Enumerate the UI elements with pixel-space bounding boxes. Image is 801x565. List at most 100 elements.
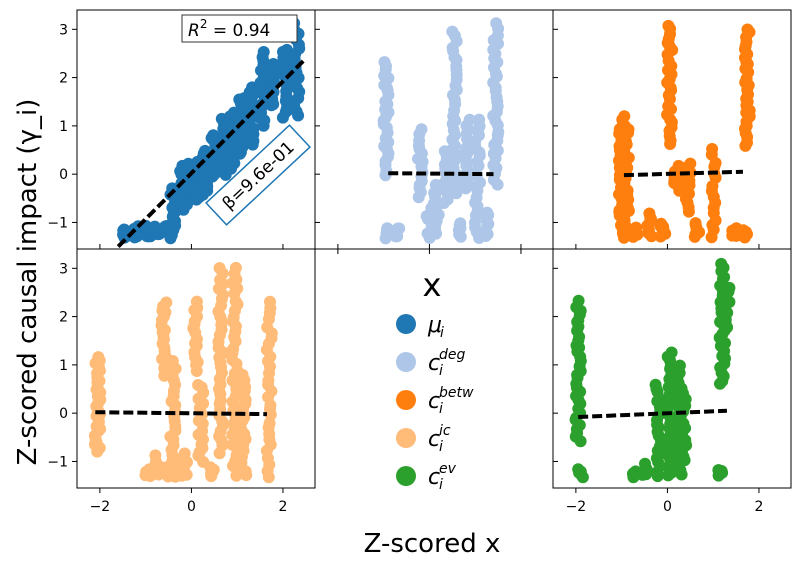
x-tick-label: 0 <box>663 499 672 515</box>
scatter-point <box>148 220 161 233</box>
scatter-point <box>207 129 220 142</box>
panel-3 <box>552 9 792 250</box>
r2-box <box>181 14 298 43</box>
axes-frame <box>76 9 316 250</box>
scatter-point <box>257 46 270 58</box>
scatter-point <box>264 295 276 308</box>
y-tick-label: −1 <box>47 454 68 470</box>
y-tick-label: 3 <box>59 22 68 38</box>
scatter-point <box>655 217 668 230</box>
scatter-point <box>712 464 725 477</box>
scatter-series <box>117 17 306 245</box>
legend-label: μi <box>427 313 444 341</box>
y-tick-label: 2 <box>59 71 68 87</box>
legend: x μi cideg cibetw ciic ciev <box>396 266 474 493</box>
legend-label: ciev <box>428 461 457 493</box>
fit-line <box>388 171 494 177</box>
scatter-series <box>377 17 505 245</box>
scatter-point <box>662 19 675 32</box>
legend-label: cibetw <box>428 385 474 417</box>
x-tick-label: −2 <box>90 499 111 515</box>
scatter-point <box>618 110 631 123</box>
scatter-point <box>190 295 203 308</box>
y-tick-label: 3 <box>59 261 68 277</box>
scatter-point <box>267 58 280 70</box>
scatter-point <box>239 393 252 406</box>
scatter-point <box>689 217 702 230</box>
legend-entry: ciic <box>396 423 451 455</box>
fit-line <box>623 169 743 178</box>
legend-entry: ciev <box>396 461 457 493</box>
scatter-point <box>166 355 179 367</box>
x-tick-label: 2 <box>755 499 764 515</box>
legend-marker <box>396 428 416 448</box>
scatter-series <box>613 19 756 244</box>
x-axis-label: Z-scored x <box>364 529 501 559</box>
scatter-point <box>213 262 226 275</box>
y-tick-label: 1 <box>59 119 68 135</box>
legend-entry: cibetw <box>396 385 474 417</box>
y-tick-label: −1 <box>47 215 68 231</box>
axes-frame <box>76 248 316 489</box>
fit-line <box>95 410 267 417</box>
panel-empty <box>337 249 522 254</box>
scatter-point <box>454 217 467 230</box>
scatter-point <box>160 296 173 309</box>
panel-5: −2 0 2 <box>552 248 792 515</box>
legend-label: cideg <box>428 347 466 379</box>
scatter-point <box>673 359 686 372</box>
y-tick-label: 2 <box>59 310 68 326</box>
y-axis-label: Z-scored causal impact (γ_i) <box>13 99 43 466</box>
panels: −1 0 1 2 3 −1 0 1 2 3 −2 0 2 −2 0 2 <box>47 9 792 515</box>
scatter-point <box>236 368 249 381</box>
scatter-point <box>391 222 404 235</box>
legend-marker <box>396 314 416 334</box>
beta-box <box>205 124 311 226</box>
scatter-point <box>619 120 632 133</box>
scatter-point <box>737 224 750 237</box>
scatter-point <box>665 346 678 359</box>
scatter-point <box>415 123 428 136</box>
r2-annotation: R2 = 0.94 <box>181 14 298 43</box>
scatter-point <box>149 449 162 462</box>
scatter-point <box>182 157 195 170</box>
scatter-point <box>463 113 476 126</box>
scatter-point <box>481 206 494 219</box>
scatter-series <box>88 261 278 484</box>
panel-4: −1 0 1 2 3 −2 0 2 <box>47 248 316 515</box>
scatter-point <box>473 113 486 126</box>
y-tick-label: 0 <box>59 167 68 183</box>
scatter-point <box>572 294 585 307</box>
scatter-point <box>684 157 697 170</box>
scatter-point <box>490 17 503 30</box>
scatter-point <box>229 261 242 274</box>
legend-marker <box>396 390 416 410</box>
legend-marker <box>396 352 416 372</box>
legend-entry: cideg <box>396 347 466 379</box>
x-tick-label: 2 <box>279 499 288 515</box>
y-tick-label: 1 <box>59 358 68 374</box>
scatter-point <box>723 281 736 294</box>
scatter-point <box>630 221 643 234</box>
fit-line <box>578 408 728 420</box>
legend-title: x <box>423 266 442 304</box>
x-tick-label: −2 <box>566 499 587 515</box>
legend-entry: μi <box>396 313 444 341</box>
scatter-point <box>572 463 585 476</box>
scatter-point <box>92 351 105 364</box>
scatter-point <box>204 461 217 474</box>
x-tick-label: 0 <box>187 499 196 515</box>
scatter-point <box>192 379 205 391</box>
legend-items: μi cideg cibetw ciic ciev <box>396 313 474 493</box>
fit-line <box>116 59 305 248</box>
scatter-point <box>715 257 728 270</box>
scatter-point <box>643 207 656 220</box>
scatter-point <box>741 23 754 36</box>
r2-text: R2 = 0.94 <box>188 17 270 41</box>
legend-label: ciic <box>428 423 451 455</box>
scatter-point <box>178 447 191 460</box>
scatter-series <box>569 257 736 484</box>
y-tick-label: 0 <box>59 406 68 422</box>
scatter-point <box>378 56 391 69</box>
